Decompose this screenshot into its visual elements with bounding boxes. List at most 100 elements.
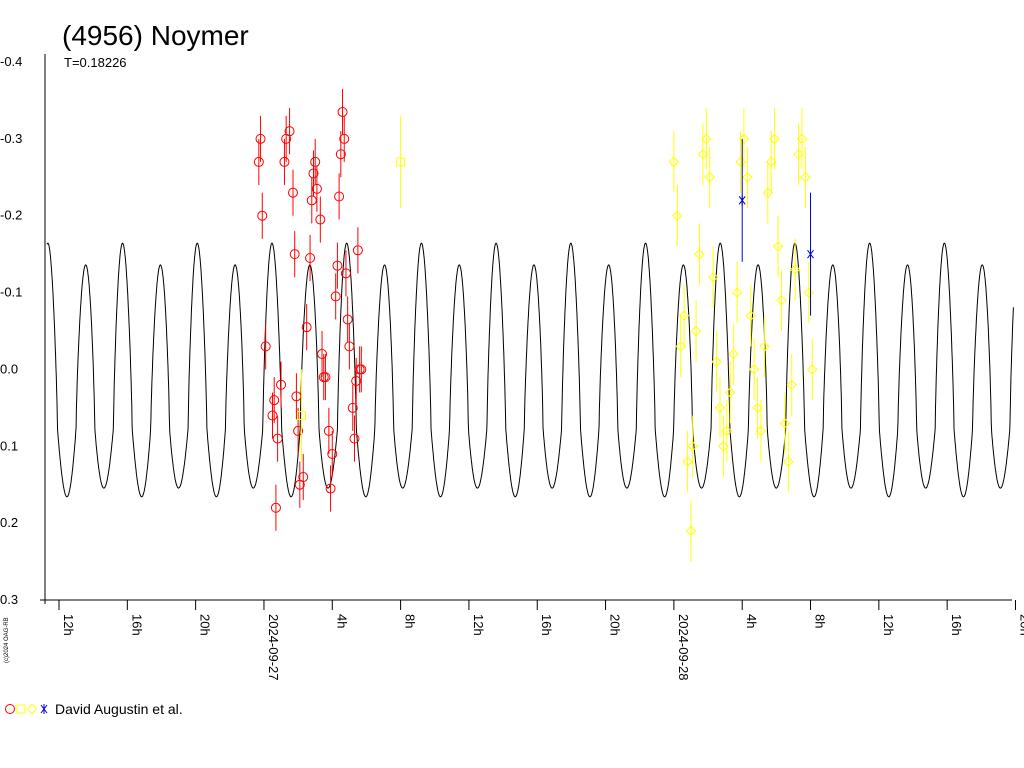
data-point-diamond	[721, 425, 733, 437]
data-point-circle	[311, 183, 322, 194]
data-point-circle	[351, 375, 362, 386]
data-point-diamond	[755, 425, 767, 437]
data-point-star	[738, 195, 746, 206]
x-tick-label: 20h	[608, 614, 623, 636]
data-point-diamond	[772, 241, 784, 252]
x-tick-label: 8h	[813, 614, 828, 628]
data-point-diamond	[687, 441, 698, 452]
y-tick-label: -0.4	[0, 54, 22, 69]
data-point-diamond	[796, 133, 808, 145]
data-point-diamond	[694, 248, 705, 260]
y-tick-label: -0.2	[0, 208, 22, 223]
model-curve	[46, 242, 1014, 498]
data-point-circle	[347, 402, 358, 413]
data-point-circle	[339, 133, 350, 144]
data-point-circle	[267, 410, 278, 421]
data-point-circle	[308, 168, 319, 179]
data-point-diamond	[701, 133, 712, 145]
data-point-diamond	[800, 172, 811, 183]
data-point-diamond	[728, 348, 739, 360]
data-point-diamond	[786, 379, 797, 391]
data-point-diamond	[707, 271, 719, 283]
x-axis	[40, 54, 1012, 604]
data-point-circle	[305, 252, 316, 263]
y-tick-label: 0.3	[0, 592, 18, 607]
data-points	[253, 88, 818, 562]
x-tick-label: 4h	[334, 614, 349, 628]
data-point-circle	[340, 268, 351, 279]
data-point-diamond	[769, 133, 780, 145]
data-point-diamond	[789, 264, 801, 275]
legend-star-icon	[40, 704, 48, 714]
data-point-diamond	[742, 172, 753, 183]
data-point-diamond	[711, 356, 722, 367]
data-point-circle	[327, 448, 338, 459]
x-tick-label: 20h	[198, 614, 213, 636]
data-point-circle	[352, 245, 363, 256]
data-point-circle	[325, 483, 336, 494]
x-tick-label: 16h	[949, 614, 964, 636]
legend-square-icon	[16, 704, 26, 714]
data-point-circle	[287, 187, 298, 198]
data-point-circle	[335, 149, 346, 160]
data-point-diamond	[803, 287, 815, 298]
data-point-circle	[349, 433, 360, 444]
data-point-diamond	[745, 310, 756, 321]
data-point-circle	[334, 191, 345, 202]
data-point-circle	[279, 156, 290, 167]
data-point-diamond	[748, 364, 760, 375]
data-point-circle	[301, 322, 312, 333]
x-tick-label: 2024-09-28	[676, 614, 691, 681]
data-point-circle	[344, 341, 355, 352]
y-tick-label: -0.3	[0, 131, 22, 146]
data-point-circle	[253, 156, 264, 167]
data-point-diamond	[776, 295, 787, 306]
data-point-circle	[293, 425, 304, 436]
data-point-circle	[310, 156, 321, 167]
data-point-diamond	[783, 456, 794, 467]
legend-circle-icon	[5, 704, 15, 714]
data-point-diamond	[678, 310, 690, 321]
y-tick-label: -0.1	[0, 285, 22, 300]
data-point-circle	[317, 349, 328, 360]
legend-diamond-icon	[26, 703, 38, 715]
chart-subtitle: T=0.18226	[64, 55, 127, 70]
data-point-circle	[342, 314, 353, 325]
data-point-circle	[269, 395, 280, 406]
data-point-circle	[320, 372, 331, 383]
data-point-diamond	[759, 341, 770, 352]
data-point-circle	[323, 425, 334, 436]
data-point-diamond	[779, 418, 791, 429]
data-point-diamond	[690, 325, 702, 337]
y-axis-ticks: -0.4 -0.3 -0.2 -0.1 0.0 0.1 0.2 0.3	[0, 54, 22, 607]
y-tick-label: 0.0	[0, 361, 18, 376]
data-point-square	[297, 411, 307, 421]
legend-label: David Augustin et al.	[55, 701, 183, 717]
data-point-diamond	[714, 402, 726, 414]
x-tick-label: 12h	[471, 614, 486, 636]
data-point-diamond	[725, 387, 736, 398]
data-point-circle	[356, 364, 367, 375]
x-tick-label: 2024-09-27	[266, 614, 281, 681]
x-tick-label: 16h	[129, 614, 144, 636]
data-point-diamond	[731, 287, 743, 298]
x-axis-ticks: 12h 16h 20h 2024-09-27 4h 8h 12h 16h 20h 2024-09-…	[58, 600, 1024, 681]
x-tick-label: 20h	[1017, 614, 1024, 636]
copyright-note: (c)2024 OAG-RB	[4, 617, 10, 663]
data-point-circle	[330, 291, 341, 302]
data-point-circle	[255, 133, 266, 144]
data-point-diamond	[807, 364, 818, 375]
data-point-circle	[276, 379, 287, 390]
data-point-star	[807, 249, 814, 260]
data-point-diamond	[682, 456, 693, 467]
x-tick-label: 12h	[61, 614, 76, 636]
data-point-circle	[291, 391, 302, 402]
y-tick-label: 0.2	[0, 515, 18, 530]
x-tick-label: 4h	[744, 614, 759, 628]
data-point-diamond	[672, 210, 683, 221]
data-point-circle	[332, 260, 343, 271]
data-point-circle	[270, 502, 281, 513]
data-point-circle	[272, 433, 283, 444]
data-point-diamond	[738, 133, 750, 145]
data-point-diamond	[668, 156, 680, 168]
